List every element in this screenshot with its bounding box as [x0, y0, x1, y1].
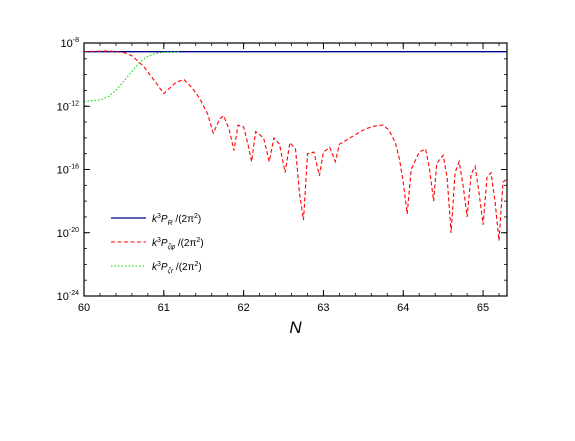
y-tick-label: 10-12: [57, 100, 79, 113]
x-tick-label: 65: [477, 302, 489, 314]
x-tick-label: 62: [237, 302, 249, 314]
y-tick-label: 10-24: [57, 290, 79, 303]
y-tick-label: 10-8: [61, 37, 80, 50]
series-line-zeta_r: [83, 51, 180, 103]
x-tick-label: 60: [78, 302, 90, 314]
legend-label-zeta_r: k3Pζr /(2π2): [152, 261, 202, 275]
x-tick-labels: 60 61 62 63 64 65: [78, 302, 489, 314]
x-tick-label: 61: [158, 302, 170, 314]
legend: k3PR /(2π2) k3Pζφ /(2π2) k3Pζr /(2π2): [111, 213, 204, 275]
plot-frame: [83, 42, 508, 297]
y-tick-labels: 10-8 10-12 10-16 10-20 10-24: [57, 37, 79, 303]
x-tick-label: 63: [317, 302, 329, 314]
y-tick-label: 10-16: [57, 164, 79, 177]
axis-ticks: [83, 42, 507, 297]
series-line-zeta_phi: [83, 50, 508, 241]
x-tick-label: 64: [397, 302, 409, 314]
plot-marks: [83, 50, 508, 241]
legend-label-zeta_phi: k3Pζφ /(2π2): [152, 237, 204, 251]
x-axis-title: N: [289, 318, 302, 337]
legend-label-R: k3PR /(2π2): [152, 213, 201, 227]
y-tick-label: 10-20: [57, 227, 79, 240]
